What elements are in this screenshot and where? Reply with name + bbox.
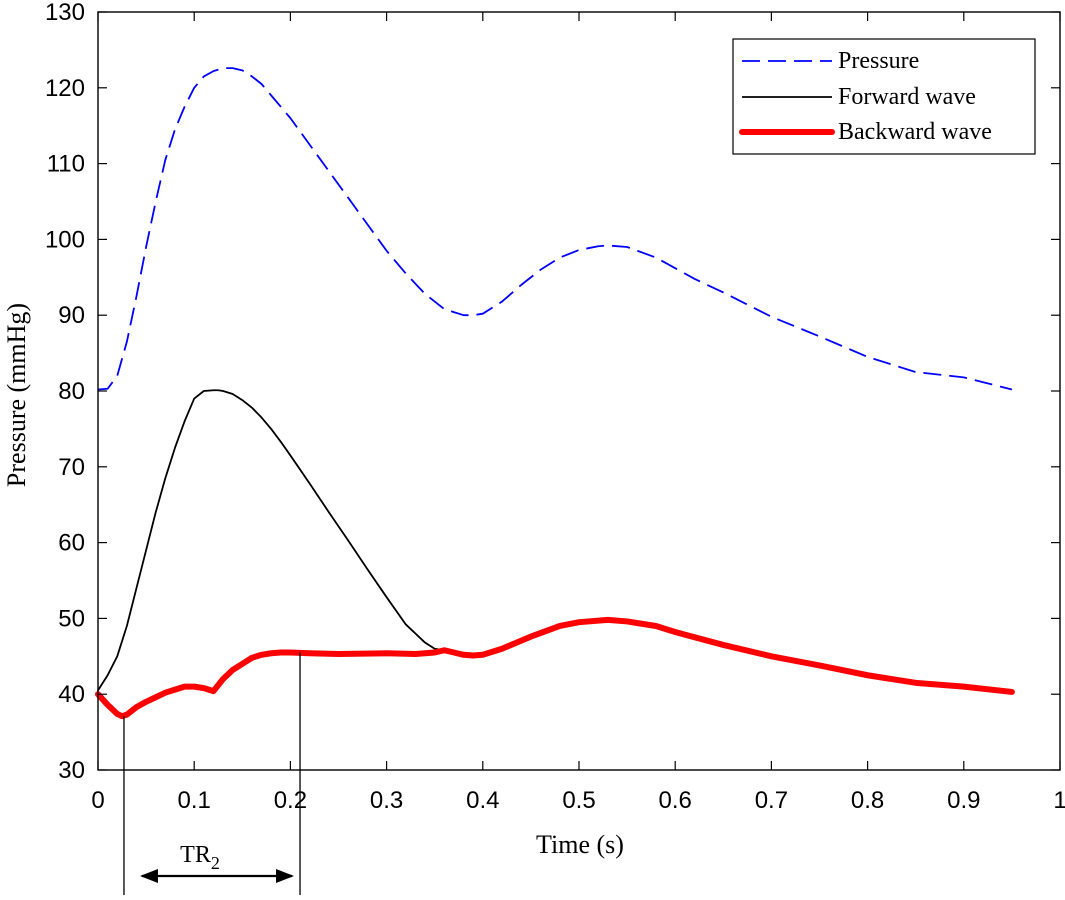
x-tick-label: 0.4	[466, 787, 499, 814]
x-tick-label: 0.5	[562, 787, 595, 814]
x-tick-label: 0.8	[851, 787, 884, 814]
tr2-label-subscript: 2	[211, 853, 220, 873]
y-tick-label: 40	[58, 681, 85, 708]
legend-label-pressure: Pressure	[838, 48, 919, 74]
y-tick-label: 90	[58, 302, 85, 329]
y-tick-label: 130	[45, 0, 85, 26]
x-tick-label: 0.3	[370, 787, 403, 814]
tr2-label-main: TR	[180, 842, 211, 868]
legend-label-backward-wave: Backward wave	[838, 119, 992, 145]
x-tick-label: 0.6	[659, 787, 692, 814]
x-tick-label: 0	[91, 787, 104, 814]
y-tick-label: 50	[58, 605, 85, 632]
series-line-pressure	[97, 67, 1013, 391]
y-axis-label: Pressure (mmHg)	[2, 303, 31, 487]
x-tick-label: 1	[1053, 787, 1065, 814]
y-tick-label: 60	[58, 530, 85, 557]
x-tick-label: 0.9	[947, 787, 980, 814]
x-tick-label: 0.2	[274, 787, 307, 814]
tr2-label: TR2	[180, 842, 220, 873]
y-axis-ticks: 30 40 50 60 70 80 90 100 110 120 130	[45, 0, 1060, 784]
x-tick-label: 0.1	[178, 787, 211, 814]
x-tick-label: 0.7	[755, 787, 788, 814]
y-tick-label: 120	[45, 75, 85, 102]
legend-label-forward-wave: Forward wave	[838, 84, 976, 110]
series-line-backward-wave	[95, 616, 1015, 720]
y-tick-label: 70	[58, 454, 85, 481]
y-tick-label: 110	[47, 151, 85, 178]
x-axis-ticks: 0 0.1 0.2 0.3 0.4 0.5 0.6 0.7 0.8 0.9 1	[91, 12, 1065, 814]
y-tick-label: 80	[58, 378, 85, 405]
y-tick-label: 100	[45, 226, 85, 253]
series-line-forward-wave	[97, 389, 446, 692]
y-tick-label: 30	[58, 757, 85, 784]
legend: Pressure Forward wave Backward wave	[732, 38, 1036, 155]
series-layer	[95, 67, 1015, 720]
x-axis-label: Time (s)	[536, 830, 624, 859]
annotation-layer: TR2	[123, 652, 301, 895]
